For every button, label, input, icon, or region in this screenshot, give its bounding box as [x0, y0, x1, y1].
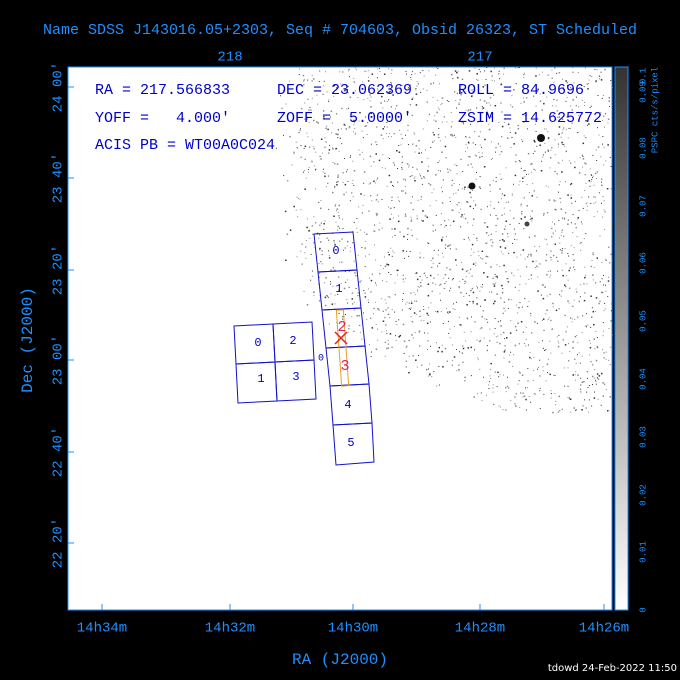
colorbar-tick-label: 0.08 — [638, 137, 648, 159]
colorbar-tick-label: 0 — [638, 607, 648, 612]
footer: tdowd 24-Feb-2022 11:50 — [548, 663, 677, 674]
title: Name SDSS J143016.05+2303, Seq # 704603,… — [43, 22, 637, 39]
info-text: ZOFF = 5.0000' — [277, 110, 412, 127]
y-tick-label: 23 20' — [51, 245, 67, 295]
chip-label: 5 — [347, 436, 354, 450]
star — [468, 182, 476, 190]
colorbar-label: PSPC cts/s/pixel — [650, 67, 660, 153]
sky-image — [275, 67, 613, 414]
chip-label: 1 — [335, 282, 342, 296]
colorbar-tick-label: 0.1 — [638, 68, 648, 84]
info-text: DEC = 23.062369 — [277, 82, 412, 99]
star — [537, 134, 545, 142]
y-tick-label: 22 40' — [51, 427, 67, 477]
colorbar-tick-label: 0.07 — [638, 195, 648, 217]
colorbar — [614, 66, 629, 611]
y-tick-label: 22 20' — [51, 518, 67, 568]
x-tick-label: 14h28m — [455, 621, 505, 637]
colorbar-tick-label: 0.09 — [638, 81, 648, 103]
chip-label: 0 — [254, 336, 261, 350]
info-text: RA = 217.566833 — [95, 82, 230, 99]
info-text: ZSIM = 14.625772 — [458, 110, 602, 127]
x-tick-label: 14h26m — [579, 621, 629, 637]
aimpoint — [334, 331, 348, 345]
star — [524, 221, 530, 227]
chip-label: 3 — [292, 370, 299, 384]
chip-label: 1 — [257, 372, 264, 386]
chip-label: 4 — [344, 398, 351, 412]
chip-label: 0 — [332, 244, 339, 258]
colorbar-tick-label: 0.04 — [638, 368, 648, 390]
colorbar-tick-label: 0.02 — [638, 484, 648, 506]
colorbar-tick-label: 0.06 — [638, 252, 648, 274]
chips — [233, 231, 375, 466]
colorbar-tick-label: 0.05 — [638, 310, 648, 332]
info-text: ROLL = 84.9696 — [458, 82, 584, 99]
x-tick-label: 14h32m — [205, 621, 255, 637]
x-tick-label: 14h34m — [77, 621, 127, 637]
y-tick-label: 23 40' — [51, 153, 67, 203]
slit — [335, 309, 350, 387]
info-text: ACIS PB = WT00A0C024 — [95, 137, 275, 154]
chip-marker: 0 — [318, 354, 324, 365]
chip-label: 3 — [340, 358, 349, 375]
chip-label: 2 — [289, 334, 296, 348]
y-tick-label: 24 00' — [51, 62, 67, 112]
colorbar-tick-label: 0.01 — [638, 541, 648, 563]
top-tick-label: 217 — [467, 50, 492, 66]
y-tick-label: 23 00' — [51, 335, 67, 385]
info-text: YOFF = 4.000' — [95, 110, 230, 127]
x-tick-label: 14h30m — [328, 621, 378, 637]
colorbar-tick-label: 0.03 — [638, 426, 648, 448]
chip-label: 2 — [337, 319, 346, 336]
y-axis-label: Dec (J2000) — [19, 287, 37, 393]
x-axis-label: RA (J2000) — [292, 651, 388, 669]
top-tick-label: 218 — [217, 50, 242, 66]
